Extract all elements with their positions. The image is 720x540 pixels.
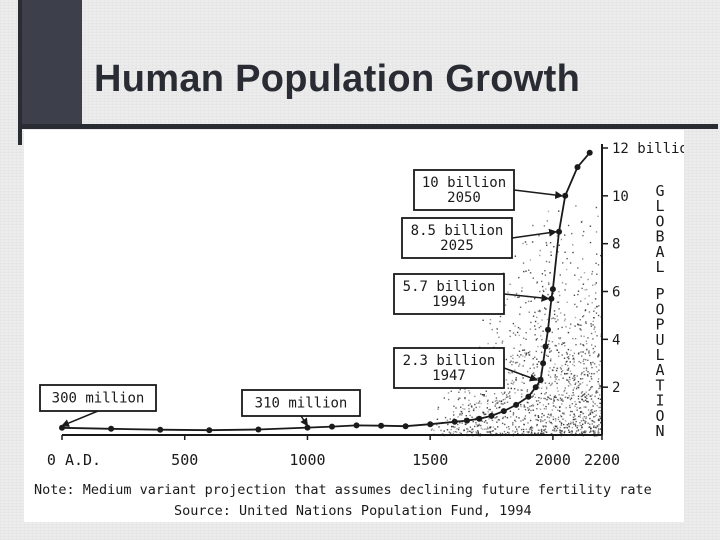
annotation-callout: 300 million: [39, 384, 157, 427]
x-tick-label: 1000: [289, 451, 325, 469]
annotation-callout: 310 million: [241, 389, 361, 427]
y-axis-label-letter: N: [655, 422, 664, 440]
annotation-label: 8.5 billion: [411, 223, 504, 239]
data-point: [542, 343, 549, 350]
chart-series: [59, 149, 593, 434]
stipple-shading: [430, 205, 603, 437]
annotation-pointer: [300, 415, 309, 427]
annotation-label: 2025: [440, 238, 474, 254]
annotation-label: 2.3 billion: [403, 353, 496, 369]
y-axis-label-letter: O: [655, 212, 664, 230]
data-point: [556, 228, 562, 235]
y-axis-label-letter: P: [655, 285, 664, 303]
annotation-label: 310 million: [255, 396, 348, 412]
x-tick-label: 500: [171, 451, 198, 469]
slide-title: Human Population Growth: [94, 58, 581, 100]
y-axis-label-letter: T: [655, 376, 664, 394]
y-tick-label: 6: [612, 285, 620, 301]
y-axis-label-letter: L: [655, 258, 664, 276]
data-point: [329, 423, 335, 430]
x-tick-label: 0 A.D.: [47, 451, 101, 469]
y-axis-label-letter: A: [655, 361, 664, 379]
data-point: [562, 192, 569, 199]
annotation-box: [413, 169, 515, 211]
annotation-box: [241, 389, 361, 417]
annotation-label: 5.7 billion: [403, 279, 496, 295]
data-point: [548, 295, 555, 302]
annotation-label: 2050: [447, 190, 481, 206]
y-axis-label-letter: I: [655, 392, 664, 410]
data-point: [108, 425, 115, 432]
annotation-box: [39, 384, 157, 412]
annotation-pointer: [503, 367, 538, 382]
y-tick-label: 8: [612, 237, 620, 253]
data-point: [549, 286, 556, 293]
data-point: [586, 149, 593, 156]
population-figure: 0 A.D. 500 1000 1500 2000 2200 2 4 6 8 10 12 billio…: [24, 130, 684, 522]
y-axis-label-letter: U: [655, 331, 664, 349]
y-tick-label: 2: [612, 380, 620, 396]
y-axis-label-letter: L: [655, 346, 664, 364]
chart-footer: Note: Medium variant projection that ass…: [34, 482, 652, 519]
data-point: [427, 421, 434, 428]
y-axis-label-letter: L: [655, 197, 664, 215]
annotation-pointer: [511, 228, 558, 239]
data-point: [451, 418, 458, 425]
data-point: [545, 326, 551, 333]
chart-note: Note: Medium variant projection that ass…: [34, 482, 652, 498]
y-axis-label-letter: G: [655, 182, 664, 200]
y-axis-label-letter: O: [655, 300, 664, 318]
chart-source: Source: United Nations Population Fund, …: [174, 503, 532, 519]
annotation-pointer: [513, 189, 564, 199]
y-axis-label-letter: A: [655, 243, 664, 261]
data-point: [402, 423, 409, 430]
data-point: [378, 422, 385, 429]
data-point: [488, 412, 495, 419]
y-tick-label: 10: [612, 189, 629, 205]
data-point: [532, 384, 539, 391]
data-point: [206, 427, 213, 434]
data-point: [476, 415, 483, 422]
chart-axes: 0 A.D. 500 1000 1500 2000 2200 2 4 6 8 10 12 billio…: [47, 141, 684, 469]
annotation-label: 300 million: [52, 391, 145, 407]
population-chart: 0 A.D. 500 1000 1500 2000 2200 2 4 6 8 10 12 billio…: [24, 130, 684, 522]
y-tick-label: 4: [612, 332, 620, 348]
annotation-box: [393, 273, 505, 315]
data-point: [537, 377, 544, 383]
annotation-label: 10 billion: [422, 175, 506, 191]
annotation-pointer: [503, 293, 550, 302]
data-point: [464, 417, 470, 424]
data-point: [157, 426, 164, 433]
title-underline-rule: [18, 124, 718, 129]
data-point: [255, 426, 262, 433]
data-point: [353, 422, 360, 429]
annotation-pointer: [61, 410, 99, 427]
y-tick-label: 12 billion: [612, 141, 684, 157]
x-tick-label: 1500: [412, 451, 448, 469]
data-point: [574, 164, 581, 171]
data-point: [513, 401, 520, 408]
left-accent-rule: [18, 0, 22, 145]
data-point: [525, 393, 532, 400]
x-tick-label: 2200: [584, 451, 620, 469]
data-point: [540, 360, 547, 367]
annotation-box: [401, 217, 513, 259]
x-tick-label: 2000: [535, 451, 571, 469]
data-point: [500, 408, 507, 415]
y-axis-label-letter: B: [655, 228, 664, 246]
figure-paper: [24, 130, 684, 522]
annotation-label: 1994: [432, 294, 466, 310]
annotation-label: 1947: [432, 368, 466, 384]
y-axis-label-letter: O: [655, 407, 664, 425]
title-accent-block: [20, 0, 82, 128]
y-axis-label-letter: P: [655, 316, 664, 334]
